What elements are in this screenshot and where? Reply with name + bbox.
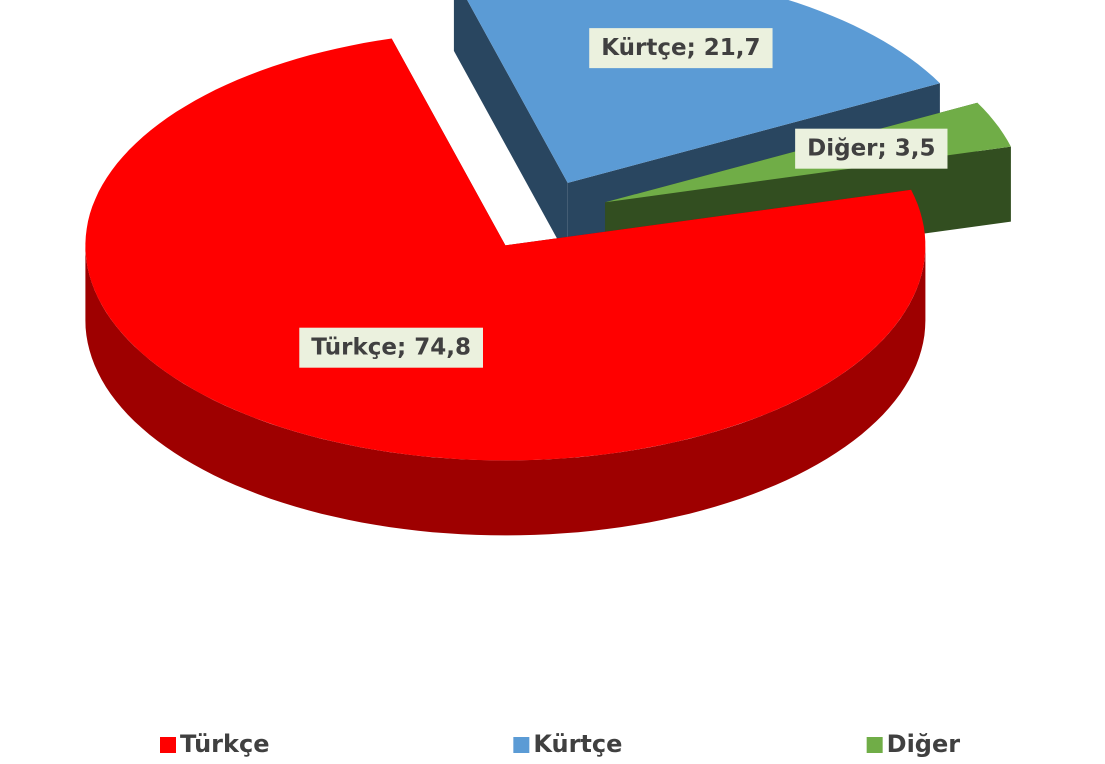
slice: [85, 38, 926, 536]
legend-marker: [866, 737, 883, 753]
data-label-box: [299, 327, 483, 368]
data-label-box: [795, 128, 948, 169]
slice-radial-face: [453, 0, 568, 258]
legend-marker: [160, 737, 176, 753]
slice-top: [467, 0, 940, 183]
legend-label: Kürtçe: [533, 730, 622, 758]
data-label: Türkçe; 74,8: [311, 335, 471, 361]
slice-top: [85, 38, 926, 461]
legend-label: Diğer: [887, 730, 961, 758]
legend-label: Türkçe: [180, 730, 269, 758]
slice-side: [85, 245, 926, 536]
data-label: Kürtçe; 21,7: [601, 35, 760, 61]
data-label-box: [589, 28, 773, 69]
data-label: Diğer; 3,5: [807, 136, 935, 162]
legend-marker: [513, 737, 530, 753]
